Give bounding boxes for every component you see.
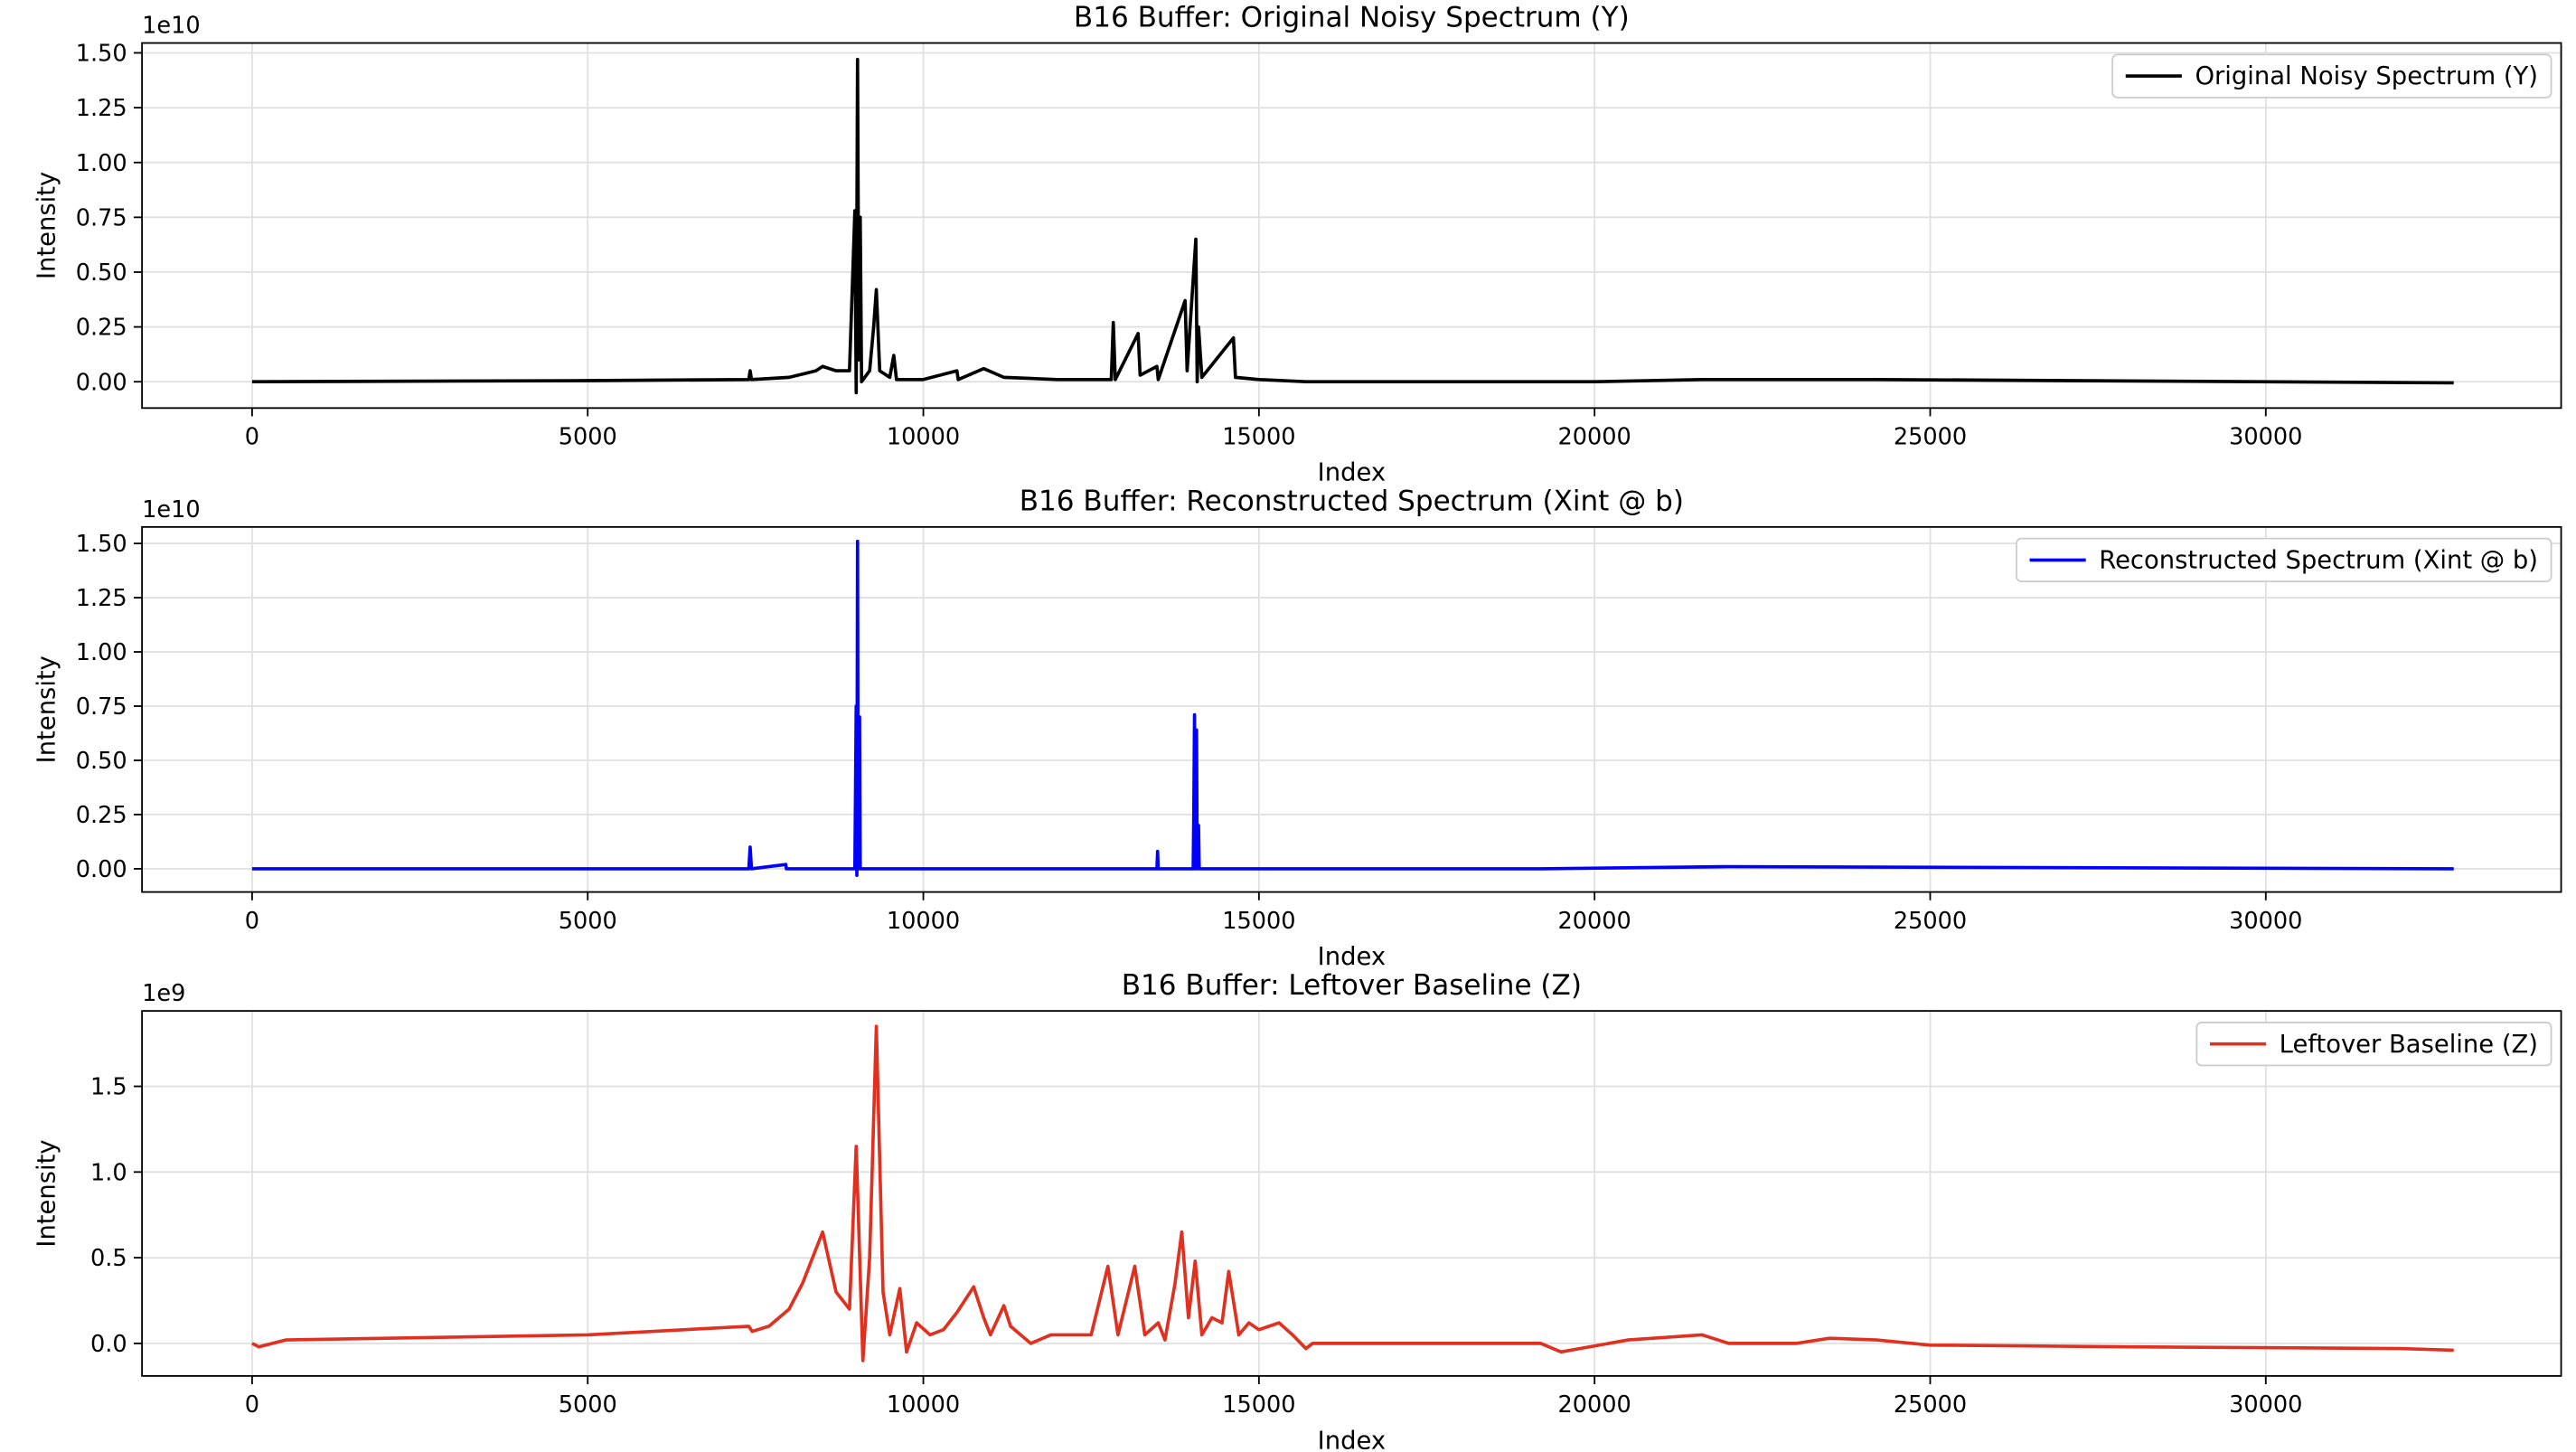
x-tick-label: 15000 xyxy=(1222,424,1295,451)
y-tick-label: 0.50 xyxy=(76,259,127,287)
y-tick-label: 1.25 xyxy=(76,585,127,612)
x-axis-label: Index xyxy=(1318,943,1386,971)
y-tick-label: 0.75 xyxy=(76,204,127,231)
x-tick-label: 25000 xyxy=(1894,1391,1967,1419)
y-tick-label: 1.00 xyxy=(76,150,127,177)
x-tick-label: 15000 xyxy=(1222,1391,1295,1419)
x-axis-label: Index xyxy=(1318,459,1386,487)
x-tick-label: 30000 xyxy=(2229,424,2302,451)
y-axis-label: Intensity xyxy=(33,172,61,279)
x-tick-label: 5000 xyxy=(559,908,617,935)
data-line xyxy=(251,57,2454,395)
data-line xyxy=(251,1024,2454,1362)
x-tick-label: 5000 xyxy=(559,424,617,451)
legend-label: Leftover Baseline (Z) xyxy=(2280,1031,2538,1059)
chart-title: B16 Buffer: Original Noisy Spectrum (Y) xyxy=(1074,1,1630,33)
y-tick-label: 1.5 xyxy=(90,1074,127,1101)
y-tick-label: 0.25 xyxy=(76,802,127,829)
y-tick-label: 0.5 xyxy=(90,1245,127,1272)
legend: Leftover Baseline (Z) xyxy=(2195,1022,2552,1067)
y-tick-label: 1.00 xyxy=(76,639,127,666)
x-tick-label: 10000 xyxy=(887,908,960,935)
offset-label: 1e10 xyxy=(142,496,201,523)
y-tick-label: 0.75 xyxy=(76,693,127,721)
y-tick-label: 0.00 xyxy=(76,369,127,396)
legend: Original Noisy Spectrum (Y) xyxy=(2111,53,2552,99)
y-tick-label: 1.25 xyxy=(76,95,127,122)
legend-box xyxy=(2111,53,2552,99)
x-tick-label: 15000 xyxy=(1222,908,1295,935)
y-tick-label: 1.50 xyxy=(76,41,127,68)
x-tick-label: 20000 xyxy=(1558,424,1631,451)
x-tick-label: 20000 xyxy=(1558,908,1631,935)
x-tick-label: 0 xyxy=(245,908,259,935)
x-axis-label: Index xyxy=(1318,1427,1386,1452)
x-tick-label: 30000 xyxy=(2229,908,2302,935)
legend-label: Reconstructed Spectrum (Xint @ b) xyxy=(2099,547,2538,575)
x-tick-label: 30000 xyxy=(2229,1391,2302,1419)
plot-frame xyxy=(141,525,2562,893)
data-line xyxy=(251,539,2454,877)
legend-box xyxy=(2016,537,2552,583)
y-tick-label: 0.50 xyxy=(76,748,127,775)
plot-frame xyxy=(141,42,2562,410)
y-axis-label: Intensity xyxy=(33,655,61,763)
chart-title: B16 Buffer: Leftover Baseline (Z) xyxy=(1122,969,1582,1002)
y-tick-label: 0.0 xyxy=(90,1331,127,1358)
legend-box xyxy=(2195,1022,2552,1067)
y-tick-label: 1.0 xyxy=(90,1159,127,1186)
x-tick-label: 20000 xyxy=(1558,1391,1631,1419)
x-tick-label: 0 xyxy=(245,1391,259,1419)
y-tick-label: 0.00 xyxy=(76,856,127,883)
x-tick-label: 10000 xyxy=(887,1391,960,1419)
x-tick-label: 10000 xyxy=(887,424,960,451)
chart-title: B16 Buffer: Reconstructed Spectrum (Xint… xyxy=(1020,486,1684,518)
x-tick-label: 5000 xyxy=(559,1391,617,1419)
plot-frame xyxy=(141,1010,2562,1377)
y-axis-label: Intensity xyxy=(33,1139,61,1247)
x-tick-label: 0 xyxy=(245,424,259,451)
x-tick-label: 25000 xyxy=(1894,424,1967,451)
offset-label: 1e10 xyxy=(142,13,201,40)
legend: Reconstructed Spectrum (Xint @ b) xyxy=(2016,537,2552,583)
y-tick-label: 1.50 xyxy=(76,531,127,558)
x-tick-label: 25000 xyxy=(1894,908,1967,935)
y-tick-label: 0.25 xyxy=(76,315,127,342)
legend-label: Original Noisy Spectrum (Y) xyxy=(2195,62,2537,90)
offset-label: 1e9 xyxy=(142,980,185,1007)
